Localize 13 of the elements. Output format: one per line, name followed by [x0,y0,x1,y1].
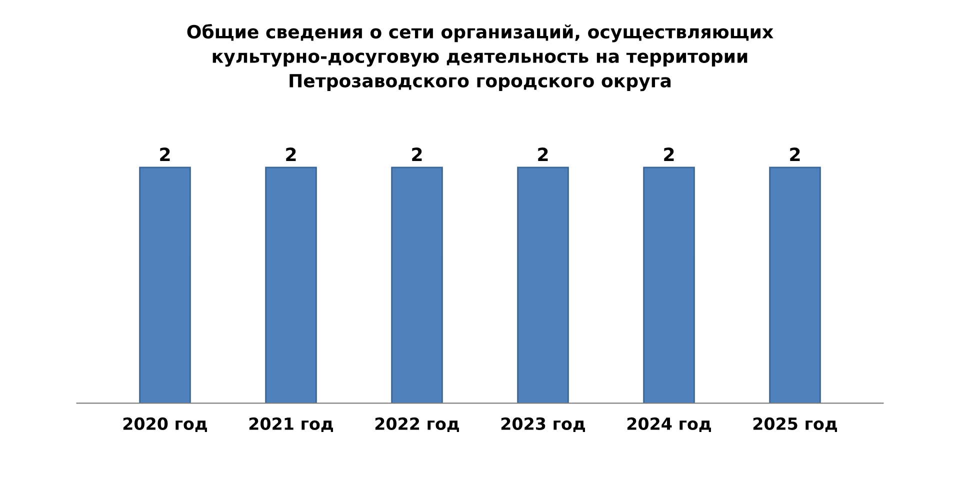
x-tick-label: 2023 год [501,417,585,432]
data-label: 2 [286,148,296,161]
x-tick-label: 2020 год [123,417,207,432]
x-tick-label: 2022 год [375,417,459,432]
data-label: 2 [538,148,548,161]
data-label: 2 [790,148,800,161]
data-label: 2 [412,148,422,161]
x-tick-label: 2024 год [627,417,711,432]
chart-title: Общие сведения о сети организаций, осуществляющих культурно-досуговую деятельность на территории Петрозаводского городского округа [187,24,774,92]
x-tick-label: 2025 год [753,417,837,432]
data-label: 2 [160,148,170,161]
data-label: 2 [664,148,674,161]
x-tick-label: 2021 год [249,417,333,432]
